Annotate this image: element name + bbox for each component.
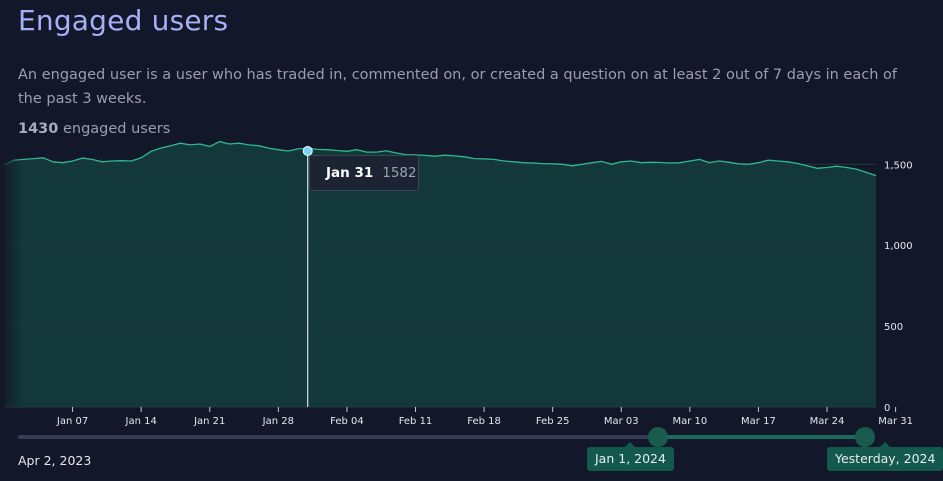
y-tick-label: 1,000 [884,241,913,252]
y-tick-label: 500 [884,322,903,333]
range-start-pill: Jan 1, 2024 [587,442,674,471]
x-tick-label: Feb 11 [399,416,433,427]
page-title: Engaged users [18,4,229,37]
left-fade [0,140,22,407]
y-tick-label: 1,500 [884,160,913,171]
x-tick-label: Jan 21 [193,416,225,427]
x-tick-label: Feb 04 [330,416,364,427]
x-tick-label: Mar 17 [741,416,776,427]
x-tick-label: Feb 18 [467,416,501,427]
engaged-user-summary: 1430 engaged users [18,121,170,137]
y-tick-label: 0 [884,403,890,414]
x-tick-label: Feb 25 [536,416,570,427]
hover-point [302,146,313,157]
engaged-users-chart[interactable]: 0 500 1,000 1,500 Jan 07 Jan 14 Jan 21 Jan 28 Fe… [0,140,943,430]
x-tick-label: Jan 14 [125,416,157,427]
tooltip-value: 1582 [382,165,417,181]
x-tick-label: Mar 31 [878,416,913,427]
date-range-selected [658,435,865,439]
range-end-handle[interactable] [855,427,875,447]
x-tick-label: Mar 03 [604,416,639,427]
page-description: An engaged user is a user who has traded… [18,67,897,107]
chart-tooltip: Jan 31 1582 [309,155,419,191]
x-tick-label: Jan 28 [262,416,294,427]
engaged-user-suffix: engaged users [58,121,171,137]
x-tick-label: Mar 10 [672,416,707,427]
engaged-user-count: 1430 [18,121,59,137]
series-line [3,140,877,177]
date-range-track[interactable] [18,435,866,439]
range-start-handle[interactable] [648,427,668,447]
range-min-label: Apr 2, 2023 [18,453,92,468]
x-tick-label: Jan 07 [56,416,88,427]
series-area [4,141,876,407]
x-tick-label: Mar 24 [810,416,845,427]
tooltip-date: Jan 31 [326,165,374,181]
range-end-pill: Yesterday, 2024 [827,442,943,471]
